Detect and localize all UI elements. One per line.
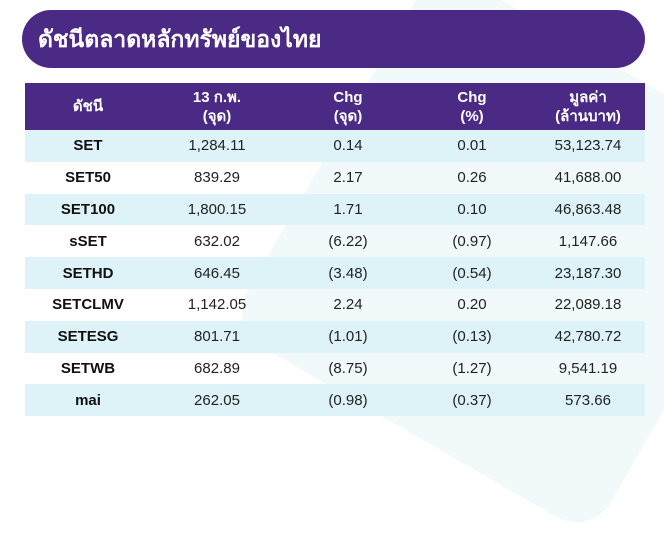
- table-cell: (0.54): [413, 257, 531, 289]
- table-cell: (0.37): [413, 384, 531, 417]
- table-row: sSET 632.02 (6.22) (0.97) 1,147.66: [25, 225, 645, 257]
- table-row: SETESG 801.71 (1.01) (0.13) 42,780.72: [25, 320, 645, 353]
- table-row: SET100 1,800.15 1.71 0.10 46,863.48: [25, 193, 645, 226]
- header-line2: (ล้านบาท): [555, 107, 621, 125]
- table-cell: 573.66: [531, 384, 645, 417]
- table-cell: 632.02: [194, 232, 240, 250]
- table-row: SETCLMV 1,142.05 2.24 0.20 22,089.18: [25, 289, 645, 321]
- index-name: SETHD: [25, 257, 151, 289]
- table-cell: (8.75): [328, 359, 368, 377]
- index-name: SETCLMV: [52, 296, 124, 314]
- table-cell: 1,142.05: [187, 296, 247, 314]
- header-line2: (จุด): [333, 107, 363, 125]
- table-cell: (1.01): [283, 320, 413, 353]
- table-cell: 42,780.72: [531, 320, 645, 353]
- table-cell: 0.01: [413, 130, 531, 162]
- index-name: SET100: [25, 193, 151, 226]
- index-name: SET: [25, 130, 151, 162]
- table-cell: 0.14: [283, 130, 413, 162]
- table-cell: (1.27): [452, 359, 492, 377]
- column-header: 13 ก.พ. (จุด): [151, 83, 283, 130]
- column-header: Chg (%): [413, 83, 531, 130]
- column-header: Chg (จุด): [283, 83, 413, 130]
- table-cell: (6.22): [328, 232, 368, 250]
- table-cell: (0.97): [452, 232, 492, 250]
- table-cell: 801.71: [151, 320, 283, 353]
- column-header: มูลค่า (ล้านบาท): [531, 83, 645, 130]
- table-cell: 0.26: [457, 169, 487, 187]
- table-cell: 0.10: [413, 193, 531, 226]
- table-cell: 41,688.00: [554, 169, 622, 187]
- index-name: SET50: [65, 169, 111, 187]
- table-row: SETWB 682.89 (8.75) (1.27) 9,541.19: [25, 353, 645, 385]
- table-row: SETHD 646.45 (3.48) (0.54) 23,187.30: [25, 257, 645, 289]
- table-row: SET 1,284.11 0.14 0.01 53,123.74: [25, 130, 645, 162]
- table-cell: 2.24: [333, 296, 363, 314]
- header-line1: 13 ก.พ.: [192, 88, 242, 106]
- table-row: SET50 839.29 2.17 0.26 41,688.00: [25, 162, 645, 194]
- index-table: ดัชนี 13 ก.พ. (จุด) Chg (จุด) Chg (%) มูลค่า (ล้…: [25, 83, 645, 417]
- table-cell: 839.29: [194, 169, 240, 187]
- table-cell: 646.45: [151, 257, 283, 289]
- header-line2: (%): [460, 107, 484, 125]
- table-cell: 1,800.15: [151, 193, 283, 226]
- index-name: SETESG: [25, 320, 151, 353]
- table-row: mai 262.05 (0.98) (0.37) 573.66: [25, 384, 645, 417]
- table-cell: 2.17: [333, 169, 363, 187]
- header-line1: มูลค่า: [569, 88, 607, 106]
- table-cell: 22,089.18: [554, 296, 622, 314]
- table-cell: 1.71: [283, 193, 413, 226]
- table-cell: (0.98): [283, 384, 413, 417]
- header-line2: (จุด): [202, 107, 232, 125]
- table-header-row: ดัชนี 13 ก.พ. (จุด) Chg (จุด) Chg (%) มูลค่า (ล้…: [25, 83, 645, 130]
- table-cell: 682.89: [194, 359, 240, 377]
- table-cell: 1,147.66: [558, 232, 618, 250]
- table-cell: (0.13): [413, 320, 531, 353]
- table-cell: 1,284.11: [151, 130, 283, 162]
- header-line1: ดัชนี: [72, 98, 104, 115]
- table-cell: 46,863.48: [531, 193, 645, 226]
- table-cell: 9,541.19: [558, 359, 618, 377]
- index-name: mai: [25, 384, 151, 417]
- index-name: SETWB: [60, 359, 116, 377]
- column-header: ดัชนี: [25, 83, 151, 130]
- table-cell: 0.20: [457, 296, 487, 314]
- table-cell: (3.48): [283, 257, 413, 289]
- table-cell: 23,187.30: [531, 257, 645, 289]
- header-line1: Chg: [333, 88, 363, 106]
- table-cell: 53,123.74: [531, 130, 645, 162]
- index-name: sSET: [69, 232, 107, 250]
- page-title: ดัชนีตลาดหลักทรัพย์ของไทย: [22, 10, 645, 68]
- header-line1: Chg: [457, 88, 487, 106]
- table-cell: 262.05: [151, 384, 283, 417]
